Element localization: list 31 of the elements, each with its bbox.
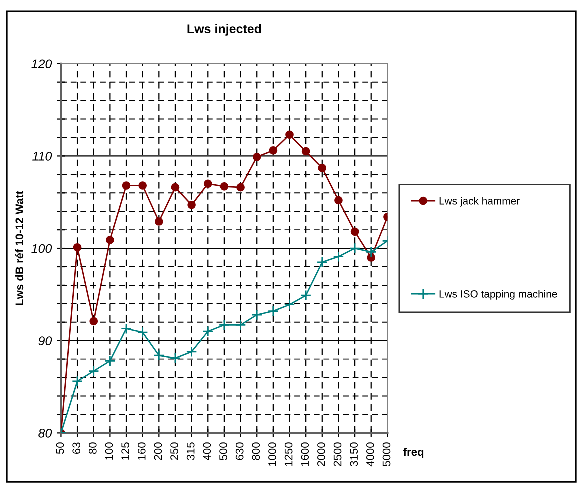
x-tick-label: 2000 [318, 442, 326, 466]
x-tick-label: 125 [122, 442, 130, 460]
chart-title: Lws injected [188, 24, 262, 36]
x-tick-label: 5000 [382, 442, 391, 466]
x-axis-title: freq [404, 448, 424, 458]
x-tick-label: 160 [138, 442, 146, 460]
y-tick-label: 90 [38, 336, 52, 346]
x-tick-label: 50 [56, 442, 64, 454]
y-tick-label: 80 [38, 428, 52, 438]
x-tick-label: 100 [105, 442, 114, 460]
x-tick-label: 200 [154, 442, 162, 460]
legend-label: Lws jack hammer [440, 197, 520, 207]
legend-label: Lws ISO tapping machine [440, 290, 558, 300]
x-tick-label: 1000 [268, 442, 276, 466]
x-tick-label: 315 [186, 442, 195, 460]
x-tick-label: 63 [72, 442, 81, 454]
y-axis-title: Lws dB réf 10-12 Watt [15, 191, 24, 306]
x-tick-label: 1600 [301, 442, 310, 466]
x-tick-label: 80 [88, 442, 97, 454]
x-tick-label: 500 [220, 442, 228, 460]
x-tick-label: 4000 [366, 442, 374, 467]
x-tick-label: 630 [236, 442, 244, 460]
x-tick-label: 3150 [350, 442, 358, 466]
y-tick-label: 120 [32, 60, 52, 69]
x-tick-label: 250 [170, 442, 178, 460]
x-tick-label: 1250 [284, 442, 293, 466]
x-tick-label: 2500 [334, 442, 342, 466]
x-tick-label: 800 [252, 442, 260, 460]
y-tick-label: 100 [32, 244, 52, 254]
x-tick-label: 400 [203, 442, 212, 460]
y-tick-label: 110 [32, 152, 52, 161]
